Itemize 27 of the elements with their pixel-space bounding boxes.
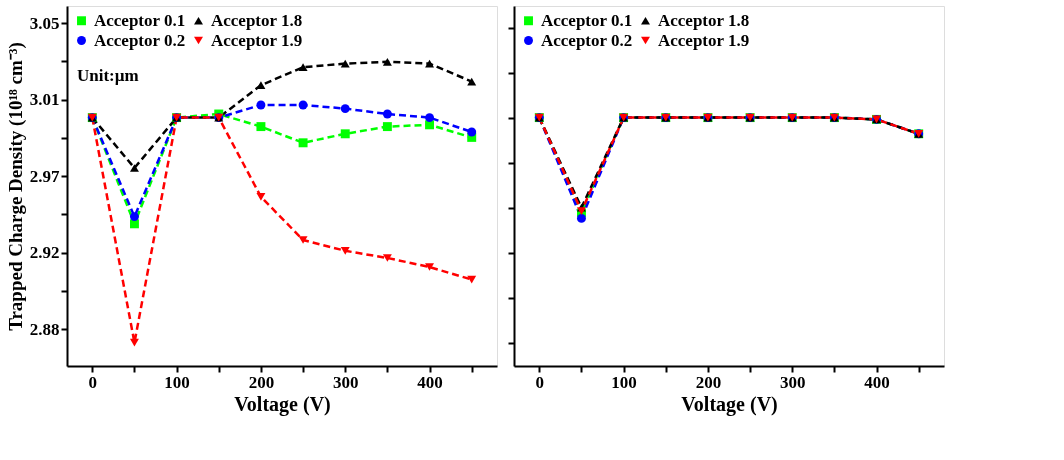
y-tick-label: 2.92	[29, 243, 60, 263]
x-tick-label: 400	[417, 372, 443, 392]
x-tick-label: 300	[779, 372, 806, 392]
x-tick-label: 200	[248, 372, 275, 392]
legend-label: Acceptor 0.2	[541, 30, 633, 50]
x-tick-label: 200	[695, 372, 722, 392]
y-tick-label: 3.05	[29, 13, 60, 33]
legend-label: Acceptor 1.8	[658, 10, 750, 30]
y-axis-title: Trapped Charge Density (10¹⁸ cm⁻³)	[4, 42, 27, 331]
x-tick-label: 0	[88, 372, 98, 392]
x-axis-title: Voltage (V)	[681, 392, 778, 416]
legend-label: Acceptor 0.2	[94, 30, 186, 50]
y-tick-label: 3.01	[29, 90, 60, 110]
legend-label: Acceptor 1.8	[211, 10, 303, 30]
legend-label: Acceptor 1.9	[658, 30, 750, 50]
x-tick-label: 300	[332, 372, 359, 392]
legend-label: Acceptor 0.1	[541, 10, 633, 30]
annotation: Unit:µm	[77, 66, 139, 85]
x-tick-label: 100	[164, 372, 190, 392]
legend-label: Acceptor 1.9	[211, 30, 303, 50]
x-axis-title: Voltage (V)	[234, 392, 331, 416]
x-tick-label: 0	[535, 372, 545, 392]
x-tick-label: 100	[611, 372, 637, 392]
y-tick-label: 2.88	[29, 319, 60, 339]
legend-label: Acceptor 0.1	[94, 10, 186, 30]
x-tick-label: 400	[864, 372, 890, 392]
y-tick-label: 2.97	[29, 166, 60, 186]
